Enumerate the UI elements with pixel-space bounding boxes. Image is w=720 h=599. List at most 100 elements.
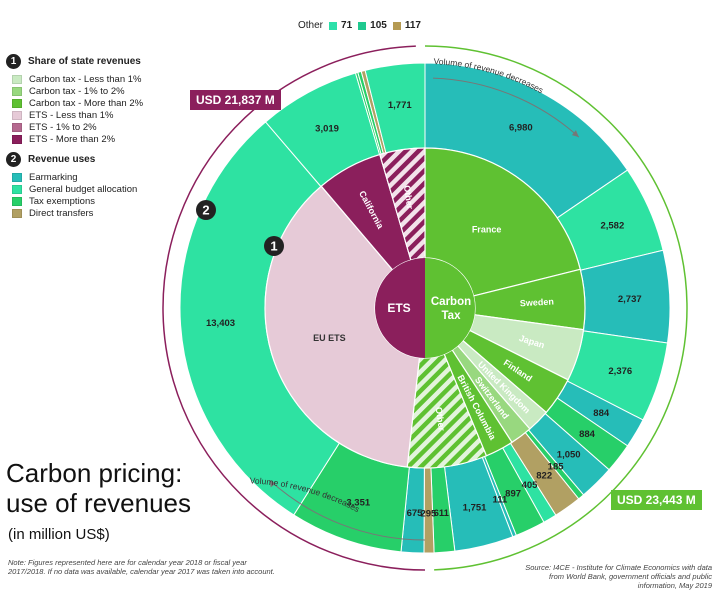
legend-share-label: ETS - Less than 1% — [29, 109, 114, 121]
footnote: Note: Figures represented here are for c… — [8, 558, 275, 576]
legend-uses-header: 2 Revenue uses — [6, 152, 137, 167]
chart-subtitle: (in million US$) — [8, 526, 110, 543]
arrow-head — [571, 130, 579, 138]
legend-share-swatch — [12, 134, 22, 144]
outer-value-label: 611 — [434, 508, 450, 519]
other-legend-label: Other — [298, 20, 324, 31]
legend-share-swatch — [12, 74, 22, 84]
other-legend: Other 71 105 117 — [298, 20, 421, 31]
other-legend-item: 117 — [392, 20, 421, 31]
inner-ring-badge — [264, 236, 284, 256]
outer-value-label: 185 — [548, 462, 565, 473]
legend-uses-label: Direct transfers — [29, 207, 94, 219]
inner-ring-badge-text: 1 — [270, 239, 277, 254]
other-value: 105 — [370, 20, 387, 31]
other-value: 117 — [404, 20, 421, 31]
other-swatch — [358, 21, 367, 30]
other-swatch — [392, 21, 401, 30]
legend-share-label: ETS - 1% to 2% — [29, 121, 97, 133]
source-note: Source: I4CE - Institute for Climate Eco… — [525, 563, 712, 590]
volume-arrow-top — [433, 77, 580, 138]
legend-share-label: Carbon tax - More than 2% — [29, 97, 144, 109]
inner-segment-label: Sweden — [520, 297, 555, 309]
legend-share-label: Carbon tax - 1% to 2% — [29, 85, 125, 97]
legend-share-swatch — [12, 122, 22, 132]
inner-segment-label: Other — [402, 185, 415, 211]
center-ets — [375, 258, 425, 358]
outer-ring-badge-text: 2 — [202, 203, 209, 218]
legend-uses-swatch — [12, 208, 22, 218]
legend-share-item: ETS - Less than 1% — [12, 109, 143, 121]
other-value: 71 — [341, 20, 353, 31]
inner-segment-label: EU ETS — [313, 333, 346, 343]
carbon-tax-total-badge: USD 23,443 M — [611, 490, 702, 510]
outer-value-label: 3,019 — [315, 123, 339, 134]
other-swatch — [329, 21, 338, 30]
legend-uses-label: Earmarking — [29, 171, 78, 183]
other-legend-item: 105 — [358, 20, 387, 31]
legend-share-item: Carbon tax - Less than 1% — [12, 73, 143, 85]
legend-share-header: 1 Share of state revenues — [6, 54, 143, 69]
legend-share-item: ETS - 1% to 2% — [12, 121, 143, 133]
center-split: ETS Carbon Tax — [375, 258, 475, 358]
legend-uses-swatch — [12, 196, 22, 206]
legend-uses-item: Tax exemptions — [12, 195, 137, 207]
legend-uses-title: Revenue uses — [28, 154, 96, 165]
outer-value-label: 295 — [420, 508, 437, 519]
outer-value-label: 1,050 — [557, 450, 581, 461]
legend-share: 1 Share of state revenues Carbon tax - L… — [6, 54, 143, 145]
outer-value-label: 2,582 — [600, 220, 624, 231]
outer-value-label: 897 — [505, 489, 521, 500]
outer-value-label: 822 — [536, 470, 552, 481]
outer-value-label: 2,737 — [618, 294, 642, 305]
legend-uses-swatch — [12, 184, 22, 194]
title-line-2: use of revenues — [6, 488, 192, 518]
outer-value-label: 1,751 — [463, 502, 487, 513]
outer-value-label: 1,771 — [388, 100, 412, 111]
legend-uses-item: General budget allocation — [12, 183, 137, 195]
legend-share-label: ETS - More than 2% — [29, 133, 116, 145]
outer-value-label: 2,376 — [608, 366, 632, 377]
outer-value-label: 884 — [593, 408, 610, 419]
legend-uses-swatch — [12, 172, 22, 182]
outer-value-label: 3,351 — [346, 497, 370, 508]
volume-arrow-bottom — [269, 480, 426, 541]
other-legend-item: 71 — [329, 20, 352, 31]
outer-value-label: 13,403 — [206, 318, 235, 329]
title-line-1: Carbon pricing: — [6, 458, 183, 488]
legend-share-item: Carbon tax - More than 2% — [12, 97, 143, 109]
legend-share-item: ETS - More than 2% — [12, 133, 143, 145]
carbon-tax-outline-arc — [424, 45, 688, 571]
center-carbon-tax — [425, 258, 475, 358]
legend-share-title: Share of state revenues — [28, 56, 141, 67]
outer-value-label: 675 — [407, 508, 424, 519]
legend-share-label: Carbon tax - Less than 1% — [29, 73, 142, 85]
legend-uses-item: Earmarking — [12, 171, 137, 183]
inner-ring-state-revenue-share — [264, 147, 586, 469]
outer-value-label: 405 — [522, 480, 539, 491]
outer-value-label: 884 — [579, 429, 596, 440]
legend-uses-label: Tax exemptions — [29, 195, 96, 207]
legend-uses: 2 Revenue uses Earmarking General budget … — [6, 152, 137, 219]
center-carbon-tax-label: Tax — [442, 310, 462, 322]
legend-uses-item: Direct transfers — [12, 207, 137, 219]
legend-share-badge: 1 — [6, 54, 21, 69]
legend-share-swatch — [12, 98, 22, 108]
outer-value-label: 111 — [492, 494, 508, 505]
ets-outline-arc — [162, 45, 426, 571]
legend-uses-badge: 2 — [6, 152, 21, 167]
chart-title: Carbon pricing: use of revenues — [6, 458, 191, 518]
legend-share-swatch — [12, 110, 22, 120]
legend-share-item: Carbon tax - 1% to 2% — [12, 85, 143, 97]
inner-segment-label: France — [472, 225, 502, 235]
legend-uses-label: General budget allocation — [29, 183, 138, 195]
inner-segment-label: Other — [434, 406, 447, 432]
arrow-head — [269, 480, 276, 488]
ets-total-badge: USD 21,837 M — [190, 90, 281, 110]
outer-value-label: 6,980 — [509, 122, 533, 133]
outer-ring-badge — [196, 200, 216, 220]
center-carbon-tax-label: Carbon — [431, 296, 471, 308]
legend-share-swatch — [12, 86, 22, 96]
center-ets-label: ETS — [387, 301, 410, 315]
